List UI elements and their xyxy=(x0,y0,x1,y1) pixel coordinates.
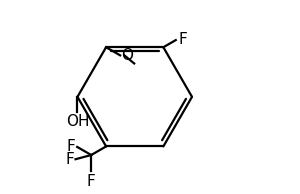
Text: O: O xyxy=(121,48,133,63)
Text: F: F xyxy=(67,139,76,154)
Text: F: F xyxy=(65,152,74,167)
Text: F: F xyxy=(87,174,96,189)
Text: OH: OH xyxy=(66,114,89,129)
Text: F: F xyxy=(178,32,187,47)
